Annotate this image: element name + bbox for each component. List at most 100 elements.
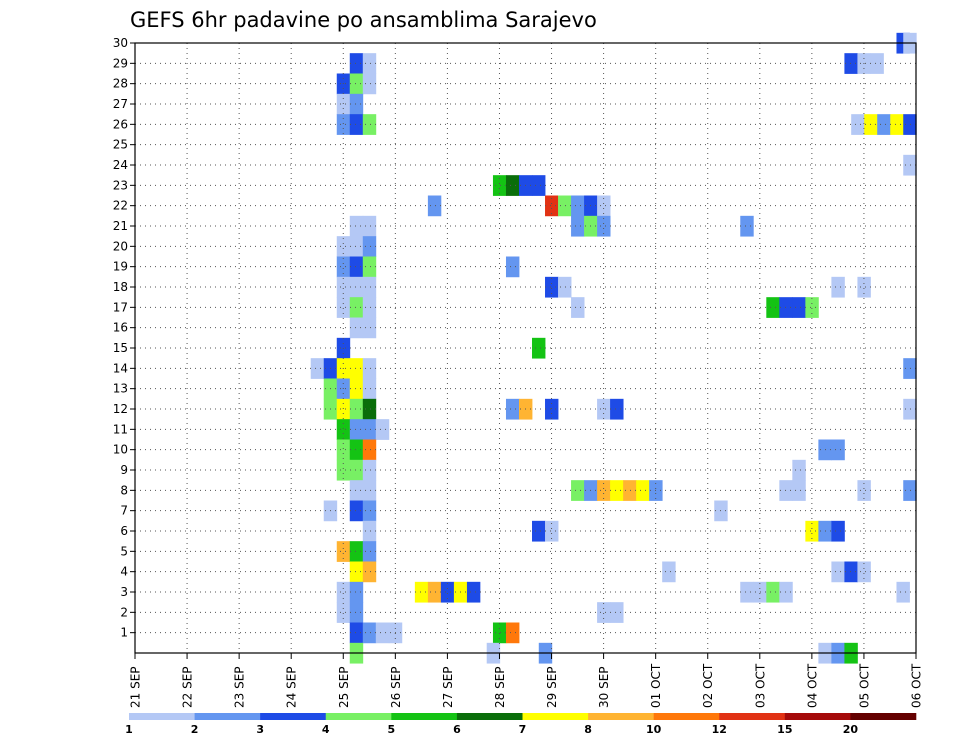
- heatmap-cell: [792, 480, 806, 501]
- heatmap-cell: [362, 419, 377, 440]
- heatmap-cell: [597, 480, 611, 501]
- heatmap-cell: [740, 581, 754, 603]
- heatmap-cell: [349, 378, 364, 400]
- heatmap-cell: [362, 398, 377, 420]
- y-tick-label: 9: [120, 463, 128, 477]
- heatmap-cell: [792, 459, 806, 481]
- heatmap-cell: [336, 581, 351, 603]
- heatmap-cell: [349, 581, 364, 603]
- colorbar-label: 2: [191, 723, 199, 736]
- heatmap-cell: [349, 439, 364, 461]
- y-tick-label: 6: [120, 524, 128, 538]
- x-tick-label: 26 SEP: [389, 666, 403, 708]
- heatmap-cell: [349, 622, 364, 644]
- heatmap-cell: [362, 561, 377, 583]
- heatmap-cell: [779, 581, 793, 603]
- x-tick-label: 03 OCT: [753, 663, 767, 708]
- heatmap-cell: [662, 561, 676, 583]
- heatmap-cell: [336, 541, 351, 562]
- colorbar-swatch: [784, 713, 851, 720]
- heatmap-cell: [362, 439, 377, 461]
- x-tick-label: 30 SEP: [597, 666, 611, 708]
- colorbar-label: 6: [453, 723, 461, 736]
- x-tick-label: 22 SEP: [181, 666, 195, 708]
- colorbar-swatch: [850, 713, 917, 720]
- heatmap-cell: [362, 215, 377, 237]
- colorbar-label: 1: [125, 723, 133, 736]
- y-tick-label: 26: [113, 117, 128, 131]
- heatmap-cell: [349, 419, 364, 440]
- y-tick-label: 18: [113, 280, 128, 294]
- heatmap-cell: [903, 398, 917, 420]
- heatmap-cell: [831, 520, 845, 542]
- colorbar-label: 15: [777, 723, 792, 736]
- y-tick-label: 13: [113, 382, 128, 396]
- heatmap-cell: [362, 114, 377, 135]
- y-tick-label: 8: [120, 483, 128, 497]
- y-tick-label: 2: [120, 605, 128, 619]
- y-tick-label: 15: [113, 341, 128, 355]
- x-tick-label: 27 SEP: [441, 666, 455, 708]
- x-tick-label: 05 OCT: [857, 663, 871, 708]
- colorbar-label: 5: [388, 723, 396, 736]
- heatmap-cell: [492, 622, 507, 644]
- y-tick-label: 7: [120, 504, 128, 518]
- heatmap-cell: [766, 581, 780, 603]
- colorbar-label: 12: [712, 723, 727, 736]
- y-tick-label: 3: [120, 585, 128, 599]
- heatmap-cell: [362, 480, 377, 501]
- heatmap-cell: [831, 439, 845, 461]
- x-tick-label: 25 SEP: [337, 666, 351, 708]
- heatmap-cell: [362, 520, 377, 542]
- y-tick-label: 12: [113, 402, 128, 416]
- heatmap-cell: [362, 297, 377, 318]
- heatmap-cell: [336, 439, 351, 461]
- heatmap-cell: [349, 541, 364, 562]
- y-tick-label: 29: [113, 56, 128, 70]
- colorbar-swatch: [194, 713, 261, 720]
- heatmap-cell: [427, 195, 442, 217]
- colorbar: 1 2 3 4 5 6 7 8 10 12 15 20: [125, 713, 917, 736]
- heatmap-cell: [831, 276, 845, 298]
- y-tick-label: 17: [113, 300, 128, 314]
- heatmap-cell: [740, 215, 754, 237]
- heatmap-cell: [545, 276, 559, 298]
- y-tick-label: 16: [113, 321, 128, 335]
- heatmap-cell: [336, 297, 351, 318]
- colorbar-swatch: [391, 713, 458, 720]
- heatmap-cell: [349, 236, 364, 257]
- colorbar-swatch: [522, 713, 589, 720]
- y-tick-label: 23: [113, 178, 128, 192]
- heatmap-cell: [545, 195, 559, 217]
- y-tick-label: 25: [113, 138, 128, 152]
- heatmap-cell: [336, 419, 351, 440]
- heatmap-cell: [362, 256, 377, 278]
- heatmap-cell: [362, 73, 377, 95]
- heatmap-cell: [610, 398, 624, 420]
- heatmap-cell: [362, 459, 377, 481]
- heatmap-cell: [597, 215, 611, 237]
- heatmap-cell: [349, 114, 364, 135]
- heatmap-cell: [362, 622, 377, 644]
- heatmap-cell: [851, 114, 865, 135]
- heatmap-cell: [532, 520, 546, 542]
- colorbar-label: 20: [843, 723, 859, 736]
- heatmap-cell: [427, 581, 442, 603]
- y-tick-label: 21: [113, 219, 128, 233]
- heatmap-cell: [792, 297, 806, 318]
- heatmap-cell: [362, 500, 377, 522]
- heatmap-cell: [903, 114, 917, 135]
- heatmap-cell: [349, 215, 364, 237]
- colorbar-swatch: [456, 713, 523, 720]
- heatmap-cell: [349, 602, 364, 623]
- heatmap-cell: [440, 581, 455, 603]
- heatmap-cell: [571, 215, 585, 237]
- y-tick-label: 20: [113, 239, 128, 253]
- heatmap-cell: [492, 175, 507, 196]
- x-tick-label: 02 OCT: [701, 663, 715, 708]
- heatmap-cell: [505, 622, 520, 644]
- colorbar-label: 10: [646, 723, 662, 736]
- heatmap-cell: [336, 114, 351, 135]
- heatmap-cell: [766, 297, 780, 318]
- x-tick-label: 04 OCT: [805, 663, 819, 708]
